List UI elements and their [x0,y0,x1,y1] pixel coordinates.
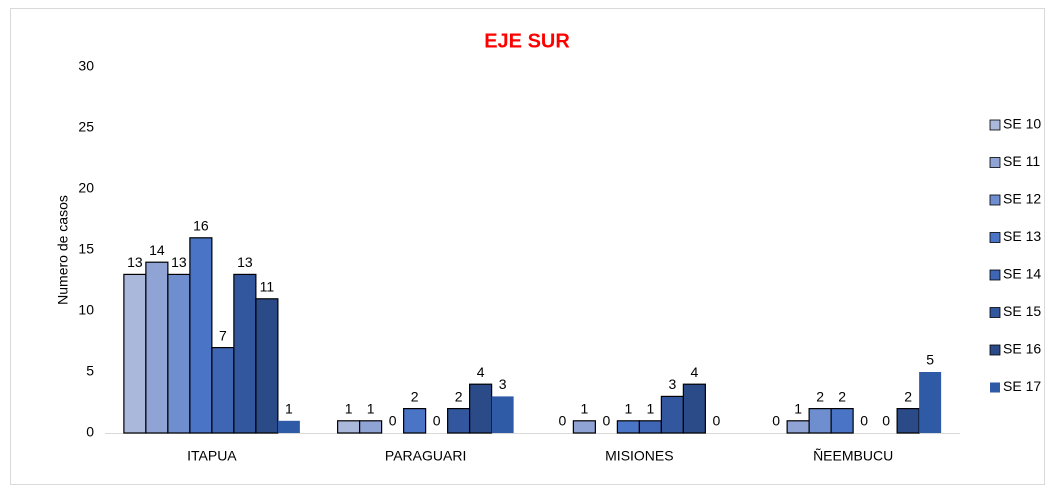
bar [491,396,514,433]
value-label: 0 [712,413,720,429]
bar [189,237,213,434]
bar [167,273,191,434]
value-label: 0 [772,413,780,429]
legend-label: SE 11 [1003,153,1040,169]
y-tick-label: 10 [78,302,94,318]
bar [211,347,235,434]
x-tick-label: PARAGUARI [385,448,466,464]
bar [786,420,810,434]
value-label: 13 [127,254,143,270]
legend-swatch [989,269,1001,281]
bar [638,420,662,434]
bar [255,298,279,434]
legend-swatch [989,307,1001,318]
value-label: 3 [499,376,507,392]
value-label: 1 [367,401,375,417]
legend-label: SE 17 [1003,378,1041,394]
value-label: 16 [193,218,209,234]
value-label: 0 [602,413,610,429]
bar [359,420,383,434]
bar [123,273,147,434]
value-label: 11 [260,279,275,295]
legend-label: SE 16 [1003,341,1041,357]
legend-swatch [989,232,1001,243]
bar [403,408,427,434]
y-tick-label: 30 [78,58,94,74]
value-label: 0 [433,413,441,429]
value-label: 1 [794,401,802,417]
value-label: 3 [668,376,676,392]
y-tick-label: 5 [86,363,94,379]
value-label: 2 [455,388,463,404]
legend-label: SE 12 [1003,191,1041,207]
bar [808,408,832,434]
x-tick-label: ÑEEMBUCU [813,448,893,464]
legend-swatch [989,157,1001,168]
legend-label: SE 10 [1003,116,1041,132]
bar [616,420,640,434]
bar [919,372,942,433]
bar [233,273,257,434]
value-label: 0 [882,413,890,429]
bar [660,395,684,434]
bar [277,420,300,433]
bar [145,261,169,434]
value-label: 2 [816,388,824,404]
bar [447,408,471,434]
value-label: 13 [171,254,187,270]
value-label: 1 [624,401,632,417]
x-tick-label: ITAPUA [187,448,237,464]
legend-label: SE 14 [1003,266,1041,282]
legend-label: SE 13 [1003,228,1041,244]
y-tick-label: 25 [78,119,94,135]
value-label: 2 [838,388,846,404]
legend-swatch [989,119,1001,131]
value-label: 0 [860,413,868,429]
value-label: 0 [558,413,566,429]
value-label: 5 [926,352,934,368]
value-label: 1 [646,401,654,417]
value-label: 2 [411,388,419,404]
bar [830,408,854,434]
y-axis-title: Numero de casos [55,195,71,305]
value-label: 4 [477,364,485,380]
x-tick-label: MISIONES [605,448,673,464]
legend-swatch [989,344,1001,356]
value-label: 1 [580,401,588,417]
bar [682,383,706,434]
bar [896,408,920,434]
value-label: 4 [690,364,698,380]
legend-swatch [990,382,1000,393]
y-tick-label: 15 [78,241,94,257]
value-label: 13 [237,254,253,270]
bar [469,383,493,434]
bar [572,420,596,434]
value-label: 2 [904,388,912,404]
chart-title: EJE SUR [484,30,570,52]
value-label: 1 [345,401,353,417]
value-label: 1 [285,401,293,417]
legend-swatch [989,194,1001,206]
value-label: 7 [219,327,227,343]
y-tick-label: 20 [78,180,94,196]
y-tick-label: 0 [86,424,94,440]
bar [337,420,361,434]
legend-label: SE 15 [1003,303,1041,319]
value-label: 0 [389,413,397,429]
value-label: 14 [149,242,165,258]
